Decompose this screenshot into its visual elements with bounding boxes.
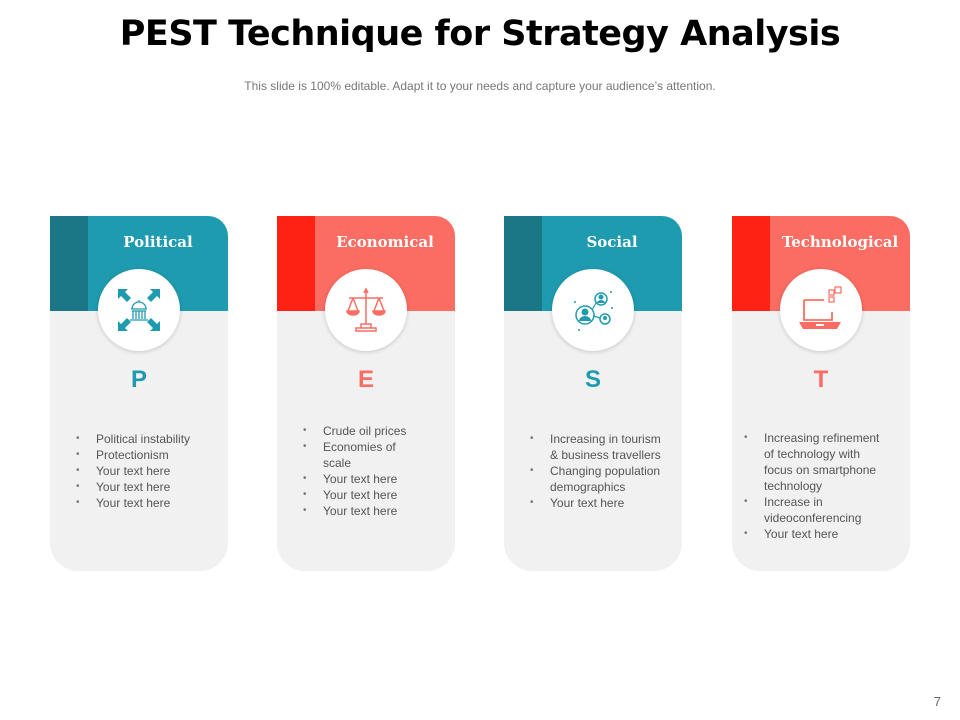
social-network-icon bbox=[552, 269, 634, 351]
list-item: Economies of scale bbox=[303, 439, 443, 471]
card-political: Political P Political instability Protec… bbox=[50, 216, 228, 571]
slide-title: PEST Technique for Strategy Analysis bbox=[119, 14, 841, 54]
list-item: Your text here bbox=[76, 463, 216, 479]
card-economical: Economical E Crude oil prices Economies … bbox=[277, 216, 455, 571]
list-item: Crude oil prices bbox=[303, 423, 443, 439]
card-letter: S bbox=[584, 366, 601, 393]
card-header-strip bbox=[732, 216, 770, 311]
card-letter: E bbox=[357, 366, 374, 393]
capitol-arrows-icon bbox=[98, 269, 180, 351]
list-item: Changing population demographics bbox=[530, 463, 670, 495]
card-bullet-list: Crude oil prices Economies of scale Your… bbox=[303, 423, 443, 519]
scales-icon bbox=[325, 269, 407, 351]
card-bullet-list: Increasing in tourism & business travell… bbox=[530, 431, 670, 511]
card-bullet-list: Increasing refinement of technology with… bbox=[744, 430, 884, 542]
card-heading: Social bbox=[586, 233, 638, 251]
card-letter: T bbox=[813, 366, 829, 393]
list-item: Your text here bbox=[303, 471, 443, 487]
card-heading: Political bbox=[123, 233, 193, 251]
list-item: Your text here bbox=[530, 495, 670, 511]
card-technological: Technological T Increasing refinement of… bbox=[732, 216, 910, 571]
card-heading: Technological bbox=[781, 233, 899, 251]
card-letter: P bbox=[130, 366, 147, 393]
list-item: Your text here bbox=[76, 495, 216, 511]
card-header-strip bbox=[277, 216, 315, 311]
list-item: Political instability bbox=[76, 431, 216, 447]
laptop-icon bbox=[780, 269, 862, 351]
list-item: Increase in videoconferencing bbox=[744, 494, 884, 526]
card-heading: Economical bbox=[336, 233, 434, 251]
card-bullet-list: Political instability Protectionism Your… bbox=[76, 431, 216, 511]
list-item: Your text here bbox=[744, 526, 884, 542]
card-social: Social S Increasing in tourism & busines… bbox=[504, 216, 682, 571]
page-number: 7 bbox=[933, 694, 941, 709]
list-item: Your text here bbox=[303, 487, 443, 503]
list-item: Your text here bbox=[76, 479, 216, 495]
list-item: Protectionism bbox=[76, 447, 216, 463]
card-header-strip bbox=[504, 216, 542, 311]
list-item: Increasing in tourism & business travell… bbox=[530, 431, 670, 463]
slide-subtitle: This slide is 100% editable. Adapt it to… bbox=[244, 79, 716, 93]
card-header-strip bbox=[50, 216, 88, 311]
list-item: Increasing refinement of technology with… bbox=[744, 430, 884, 494]
list-item: Your text here bbox=[303, 503, 443, 519]
